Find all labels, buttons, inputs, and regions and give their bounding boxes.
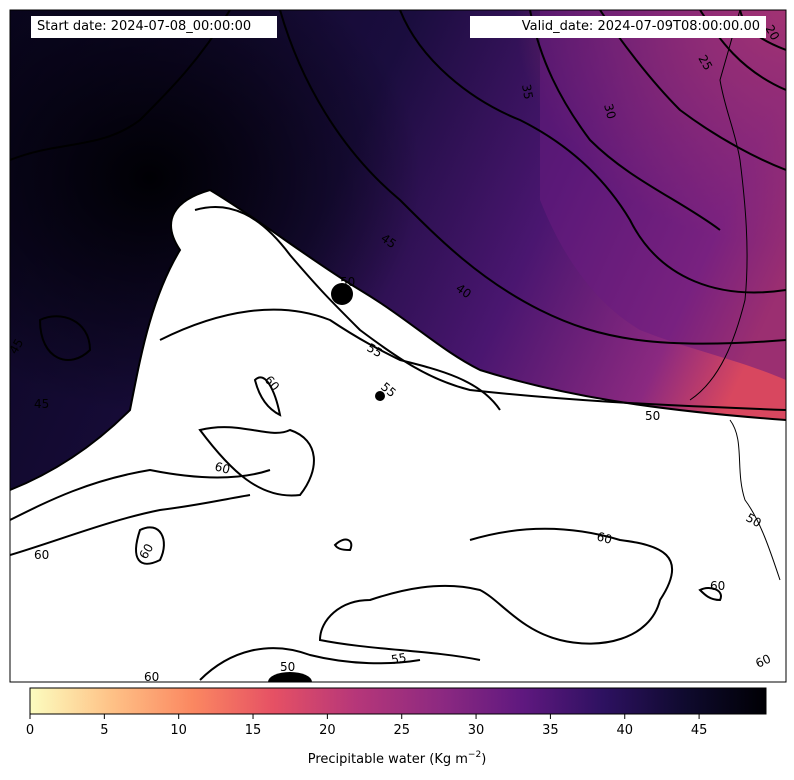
colorbar-tick-label: 35 [542, 723, 559, 738]
contour-label: 60 [136, 541, 156, 561]
contour-label: 25 [695, 53, 715, 73]
contour-label: 55 [365, 340, 385, 360]
contour-label: 60 [213, 459, 231, 476]
contour-label: 50 [340, 275, 355, 289]
contour-label: 50 [744, 510, 764, 530]
map-frame [9, 9, 787, 683]
contour-label: 50 [280, 660, 295, 674]
colorbar-label: Precipitable water (Kg m−2) [308, 750, 487, 767]
colorbar-tick-label: 0 [26, 723, 34, 738]
storm-blob [331, 283, 353, 305]
colorbar-tick-label: 40 [616, 723, 633, 738]
start-date-label: Start date: 2024-07-08_00:00:00 [31, 16, 277, 38]
white-area-above-scale [10, 190, 786, 682]
contour-lines [10, 10, 786, 681]
colorbar-label-exponent: −2 [468, 750, 481, 760]
colorbar-tick-label: 45 [691, 723, 708, 738]
colorbar-gradient [29, 687, 767, 715]
coastline-east [729, 419, 781, 581]
contour-label: 60 [710, 579, 725, 593]
colorbar-tick-label: 25 [393, 723, 410, 738]
colorbar-tick-label: 15 [245, 723, 262, 738]
contour-label: 55 [390, 651, 407, 667]
contour-label: 30 [601, 102, 618, 120]
contour-label: 60 [595, 529, 613, 546]
colorbar-tick-label: 20 [319, 723, 336, 738]
colorbar-tick-label: 30 [468, 723, 485, 738]
colorbar: 0 5 10 15 20 25 30 35 40 45 Precipitable water (K… [26, 687, 767, 767]
contour-label: 50 [645, 409, 660, 423]
contour-label: 20 [762, 23, 782, 43]
coastline [689, 10, 748, 401]
valid-date-label: Valid_date: 2024-07-09T08:00:00.00 [470, 16, 766, 38]
contour-label: 45 [34, 397, 49, 411]
contour-label: 60 [34, 548, 49, 562]
colorbar-label-end: ) [481, 752, 486, 767]
contour-label: 60 [753, 652, 773, 671]
contour-label: 35 [519, 83, 535, 100]
colorbar-tick-label: 10 [170, 723, 187, 738]
contour-label: 60 [144, 670, 159, 684]
colorbar-ticks: 0 5 10 15 20 25 30 35 40 45 [26, 714, 708, 738]
colorbar-tick-label: 5 [100, 723, 108, 738]
